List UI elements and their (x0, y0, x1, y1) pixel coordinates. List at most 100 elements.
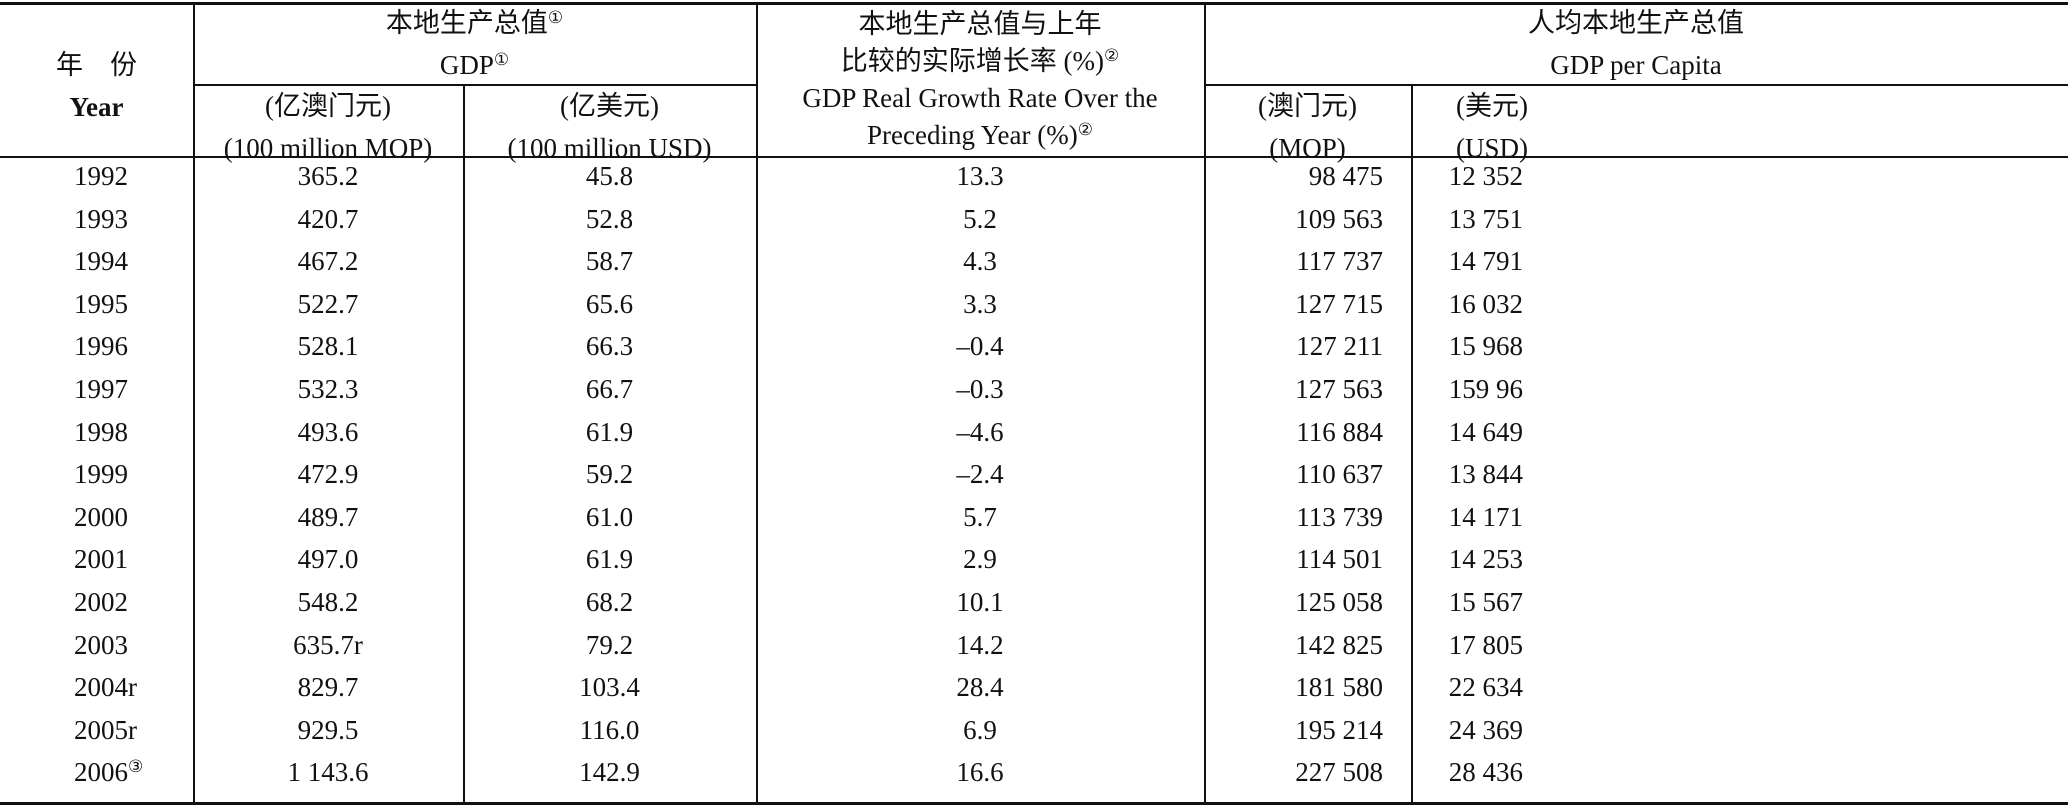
pc-mop-cell: 110 637 (1204, 459, 1383, 489)
gdp-usd-cell-text: 66.3 (585, 331, 634, 362)
growth-cell-text: 13.3 (956, 161, 1004, 191)
growth-cell: 14.2 (756, 630, 1204, 660)
gdp-mop-cell: 635.7r (193, 630, 463, 660)
gdp-usd-cell-text: 61.9 (585, 416, 634, 447)
gdp-mop-cell: 365.2 (193, 161, 463, 191)
growth-cell-text: 5.2 (963, 203, 997, 234)
growth-cell: 4.3 (756, 246, 1204, 276)
gdp-usd-cell: 58.7 (463, 246, 756, 276)
pc-usd-header-zh: (美元) (1456, 91, 1528, 121)
pc-usd-cell-text: 17 805 (1448, 629, 1523, 660)
pc-usd-header: (美元) (USD) (1411, 85, 2068, 169)
pc-mop-cell-text: 116 884 (1296, 416, 1383, 447)
growth-cell-text: –0.3 (956, 374, 1004, 404)
per-capita-header-en: GDP per Capita (1550, 50, 1722, 80)
year-cell-text: 1998 (74, 416, 128, 447)
gdp-header-en: GDP (439, 50, 494, 80)
gdp-mop-cell: 420.7 (193, 204, 463, 234)
gdp-usd-cell: 66.3 (463, 331, 756, 361)
gdp-mop-cell-text: 522.7 (297, 288, 359, 319)
pc-mop-cell: 116 884 (1204, 417, 1383, 447)
year-cell: 1998 (74, 417, 184, 447)
pc-mop-cell-text: 113 739 (1296, 501, 1383, 532)
gdp-usd-header: (亿美元) (100 million USD) (463, 85, 756, 169)
table-row: 1999 472.9 59.2 –2.4 110 637 13 844 (0, 459, 2068, 489)
growth-cell-text: 4.3 (963, 246, 997, 277)
year-cell-text: 1993 (74, 203, 128, 234)
table-row: 1994 467.2 58.7 4.3 117 737 14 791 (0, 246, 2068, 276)
gdp-usd-cell-text: 142.9 (579, 757, 640, 788)
gdp-usd-cell-text: 79.2 (585, 629, 634, 660)
year-cell: 1993 (74, 204, 184, 234)
year-cell: 1994 (74, 246, 184, 276)
gdp-mop-cell: 489.7 (193, 502, 463, 532)
pc-mop-cell-text: 125 058 (1295, 587, 1383, 617)
pc-usd-cell: 159 96 (1411, 374, 1523, 404)
pc-usd-cell: 13 751 (1411, 204, 1523, 234)
table-row: 2006③ 1 143.6 142.9 16.6 227 508 28 436 (0, 757, 2068, 787)
gdp-usd-cell-text: 59.2 (585, 459, 634, 490)
pc-usd-cell: 14 171 (1411, 502, 1523, 532)
year-cell-text: 2004r (74, 672, 137, 703)
gdp-usd-cell-text: 116.0 (579, 714, 640, 745)
pc-mop-cell: 142 825 (1204, 630, 1383, 660)
pc-usd-cell-text: 28 436 (1448, 757, 1523, 788)
year-header-en: Year (69, 92, 124, 122)
gdp-usd-cell-text: 58.7 (585, 246, 634, 277)
growth-cell: 10.1 (756, 587, 1204, 617)
gdp-mop-cell-text: 532.3 (297, 374, 359, 404)
pc-usd-cell-text: 22 634 (1448, 672, 1523, 703)
year-cell-text: 2006 (74, 757, 128, 788)
header-bottom-rule (0, 156, 2068, 158)
year-cell-text: 1994 (74, 246, 128, 277)
pc-mop-cell-text: 109 563 (1295, 203, 1383, 234)
growth-cell-text: –0.4 (956, 331, 1004, 362)
pc-mop-cell-text: 127 211 (1296, 331, 1383, 362)
year-header-zh: 年 份 (56, 50, 137, 80)
growth-cell: –4.6 (756, 417, 1204, 447)
gdp-usd-cell: 59.2 (463, 459, 756, 489)
gdp-mop-cell-text: 548.2 (297, 587, 359, 617)
bottom-rule (0, 802, 2068, 805)
pc-mop-cell-text: 195 214 (1295, 714, 1383, 745)
gdp-usd-cell: 61.9 (463, 544, 756, 574)
growth-cell-text: 6.9 (963, 714, 997, 745)
table-row: 2003 635.7r 79.2 14.2 142 825 17 805 (0, 630, 2068, 660)
gdp-usd-cell: 79.2 (463, 630, 756, 660)
year-header: 年 份 Year (0, 44, 193, 128)
gdp-mop-cell-text: 472.9 (297, 459, 359, 490)
header-subrule (1204, 84, 2068, 86)
table-row: 2005r 929.5 116.0 6.9 195 214 24 369 (0, 715, 2068, 745)
pc-mop-cell: 109 563 (1204, 204, 1383, 234)
year-cell: 2002 (74, 587, 184, 617)
growth-cell: –0.4 (756, 331, 1204, 361)
gdp-mop-header-zh: (亿澳门元) (265, 91, 391, 121)
pc-mop-cell-text: 117 737 (1296, 246, 1383, 277)
pc-mop-cell-text: 227 508 (1295, 757, 1383, 788)
table-row: 1993 420.7 52.8 5.2 109 563 13 751 (0, 204, 2068, 234)
header-subrule (193, 84, 756, 86)
gdp-usd-cell: 61.0 (463, 502, 756, 532)
pc-mop-cell: 113 739 (1204, 502, 1383, 532)
gdp-mop-cell-text: 493.6 (297, 416, 359, 447)
pc-usd-cell: 17 805 (1411, 630, 1523, 660)
pc-mop-header: (澳门元) (MOP) (1204, 85, 1411, 169)
gdp-usd-cell: 66.7 (463, 374, 756, 404)
gdp-usd-cell-text: 68.2 (585, 587, 634, 617)
year-cell: 1992 (74, 161, 184, 191)
pc-usd-cell: 14 253 (1411, 544, 1523, 574)
gdp-mop-header: (亿澳门元) (100 million MOP) (193, 85, 463, 169)
gdp-mop-cell-text: 1 143.6 (287, 757, 369, 788)
table-row: 2004r 829.7 103.4 28.4 181 580 22 634 (0, 672, 2068, 702)
pc-usd-cell-text: 24 369 (1448, 714, 1523, 745)
gdp-mop-cell: 522.7 (193, 289, 463, 319)
year-cell-text: 1995 (74, 288, 128, 319)
gdp-usd-cell-text: 45.8 (585, 161, 634, 191)
gdp-mop-cell-text: 929.5 (297, 714, 359, 745)
growth-cell: 5.2 (756, 204, 1204, 234)
footnote-marker: ② (1103, 46, 1120, 65)
per-capita-header: 人均本地生产总值 GDP per Capita (1204, 2, 2068, 86)
pc-usd-cell: 22 634 (1411, 672, 1523, 702)
year-cell-text: 2003 (74, 629, 128, 660)
